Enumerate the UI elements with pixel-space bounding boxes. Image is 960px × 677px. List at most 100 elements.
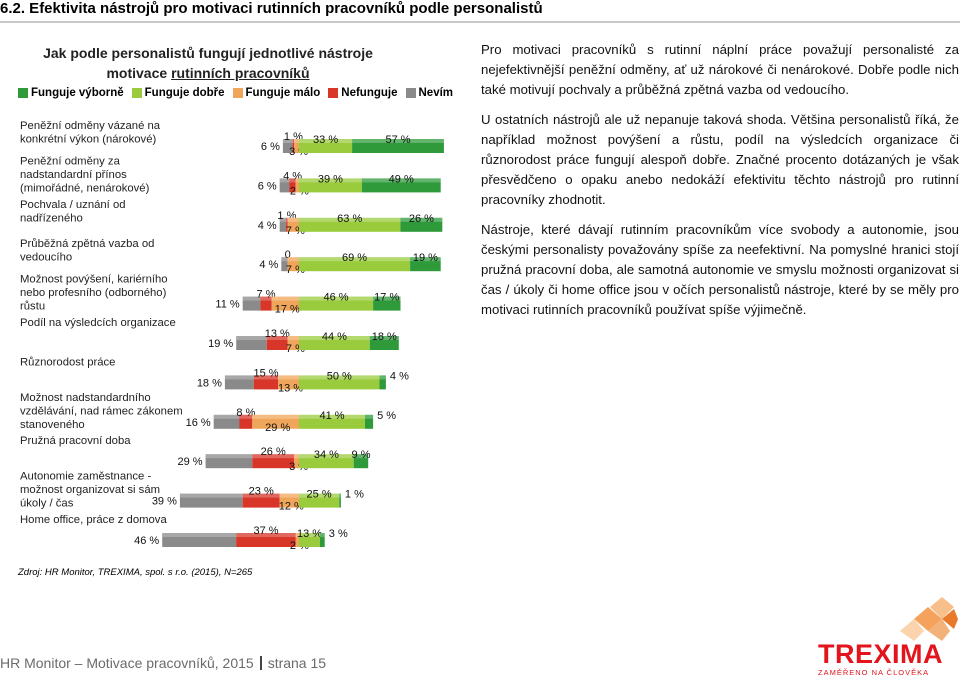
bar-highlight bbox=[162, 533, 237, 537]
bar-highlight bbox=[205, 454, 253, 459]
bar-highlight bbox=[289, 178, 296, 183]
bar-highlight bbox=[281, 257, 288, 262]
bar-value-label: 1 % bbox=[345, 489, 364, 501]
bar-value-label: 17 % bbox=[374, 292, 399, 304]
bar-segment bbox=[242, 493, 280, 508]
category-label-line: (mimořádné, nenárokové) bbox=[20, 182, 150, 194]
bar-highlight bbox=[282, 139, 293, 143]
category-label-line: Možnost povýšení, kariérního bbox=[20, 274, 168, 286]
category-label-line: Home office, práce z domova bbox=[20, 514, 167, 526]
bar-segment bbox=[213, 414, 240, 429]
bar-segment bbox=[236, 336, 267, 350]
category-label: Pochvala / uznání od nadřízeného bbox=[20, 199, 126, 225]
bar-segment bbox=[299, 217, 401, 232]
bar-segment bbox=[239, 414, 253, 429]
bar-highlight bbox=[287, 336, 299, 340]
logo-tagline: ZAMĚŘENO NA ČLOVĚKA bbox=[818, 668, 930, 677]
bar-segment bbox=[279, 493, 299, 508]
category-label-line: konkrétní výkon (nárokové) bbox=[20, 134, 156, 146]
category-label: Podíl na výsledcích organizace bbox=[20, 317, 176, 329]
bar-highlight bbox=[253, 375, 279, 380]
bar-value-label: 11 % bbox=[215, 299, 239, 311]
bar-segment bbox=[266, 336, 288, 350]
bar-segment bbox=[369, 336, 399, 350]
bar-segment bbox=[287, 257, 299, 272]
paragraph-3: Nástroje, které dávají rutinním pracovní… bbox=[481, 222, 959, 317]
chart-legend: Funguje výborně Funguje dobře Funguje málo… bbox=[18, 86, 461, 100]
bar-value-label: 8 % bbox=[236, 407, 255, 419]
bar-segment bbox=[294, 139, 299, 153]
legend-swatch bbox=[18, 88, 28, 98]
footer-page-number: strana 15 bbox=[267, 655, 327, 671]
bar-value-label: 7 % bbox=[257, 289, 276, 301]
bar-highlight bbox=[299, 454, 354, 459]
chart-title: Jak podle personalistů fungují jednotliv… bbox=[18, 43, 398, 83]
category-label: Home office, práce z domova bbox=[20, 514, 167, 526]
category-label-line: Peněžní odměny vázané na bbox=[20, 120, 161, 132]
bar-highlight bbox=[242, 493, 280, 498]
bar-value-label: 18 % bbox=[372, 331, 397, 343]
bar-value-label: 25 % bbox=[307, 489, 332, 501]
bar-value-label: 13 % bbox=[265, 328, 290, 340]
category-label-line: Peněžní odměny za bbox=[20, 155, 121, 167]
chart-title-line2: motivace rutinních pracovníků bbox=[18, 63, 398, 83]
bar-highlight bbox=[287, 257, 299, 262]
chart-title-line1: Jak podle personalistů fungují jednotliv… bbox=[43, 45, 373, 61]
bar-segment bbox=[295, 178, 299, 193]
bar-value-label: 39 % bbox=[318, 173, 343, 185]
bar-highlight bbox=[299, 533, 320, 537]
chart-source: Zdroj: HR Monitor, TREXIMA, spol. s r.o.… bbox=[18, 567, 253, 578]
category-label-line: vzdělávání, nad rámec zákonem bbox=[20, 405, 183, 417]
bar-highlight bbox=[299, 178, 362, 183]
bar-value-label: 0 bbox=[285, 249, 291, 261]
commentary-text: Pro motivaci pracovníků s rutinní náplní… bbox=[481, 40, 959, 330]
bar-segment bbox=[287, 336, 299, 350]
bar-segment bbox=[289, 178, 296, 193]
bar-segment bbox=[299, 178, 362, 193]
category-label-line: nebo profesního (odborného) bbox=[20, 287, 167, 299]
legend-label: Funguje dobře bbox=[144, 87, 225, 99]
category-label-line: Průběžná zpětná vazba od bbox=[20, 238, 154, 250]
bar-highlight bbox=[352, 139, 444, 143]
bar-segment bbox=[352, 139, 444, 153]
heading-divider bbox=[0, 21, 960, 23]
bar-value-label: 50 % bbox=[327, 370, 352, 382]
logo-wordmark: TREXIMA bbox=[818, 639, 943, 669]
footer-title: HR Monitor – Motivace pracovníků, 2015 bbox=[0, 655, 254, 671]
bar-highlight bbox=[295, 533, 299, 537]
bar-segment bbox=[281, 257, 288, 272]
bar-highlight bbox=[271, 296, 299, 301]
bar-segment bbox=[295, 533, 299, 547]
bar-segment bbox=[224, 375, 254, 390]
category-label: Možnost povýšení, kariérního nebo profesn… bbox=[20, 274, 168, 313]
legend-swatch bbox=[328, 88, 339, 98]
bar-value-label: 4 % bbox=[390, 370, 409, 382]
paragraph-1: Pro motivaci pracovníků s rutinní náplní… bbox=[481, 42, 959, 97]
bar-value-label: 26 % bbox=[409, 213, 434, 225]
legend-item: Funguje málo bbox=[232, 86, 320, 100]
bar-value-label: 34 % bbox=[314, 449, 339, 461]
page-heading: 6.2. Efektivita nástrojů pro motivaci ru… bbox=[0, 0, 543, 17]
legend-swatch bbox=[232, 88, 243, 98]
bar-highlight bbox=[224, 375, 254, 380]
bar-segment bbox=[353, 454, 369, 469]
bar-segment bbox=[319, 533, 325, 547]
bar-highlight bbox=[236, 533, 296, 537]
bar-highlight bbox=[299, 375, 380, 380]
bar-value-label: 63 % bbox=[337, 213, 362, 225]
bar-segment bbox=[294, 454, 299, 469]
bar-highlight bbox=[252, 454, 295, 459]
bar-segment bbox=[242, 296, 261, 311]
category-label: Peněžní odměny za nadstandardní přínos (mi… bbox=[20, 155, 150, 194]
trexima-logo: TREXIMA ZAMĚŘENO NA ČLOVĚKA bbox=[818, 640, 958, 677]
chart-title-underlined: rutinních pracovníků bbox=[171, 65, 310, 81]
bar-highlight bbox=[286, 217, 288, 222]
legend-label: Nefunguje bbox=[341, 87, 398, 99]
bar-highlight bbox=[369, 336, 399, 340]
bar-highlight bbox=[295, 178, 299, 183]
category-label: Peněžní odměny vázané na konkrétní výkon … bbox=[20, 120, 161, 146]
bar-value-label: 9 % bbox=[352, 449, 371, 461]
category-label-line: nadstandardní přínos bbox=[20, 169, 127, 181]
legend-item: Funguje výborně bbox=[18, 86, 124, 100]
bar-highlight bbox=[379, 375, 386, 380]
